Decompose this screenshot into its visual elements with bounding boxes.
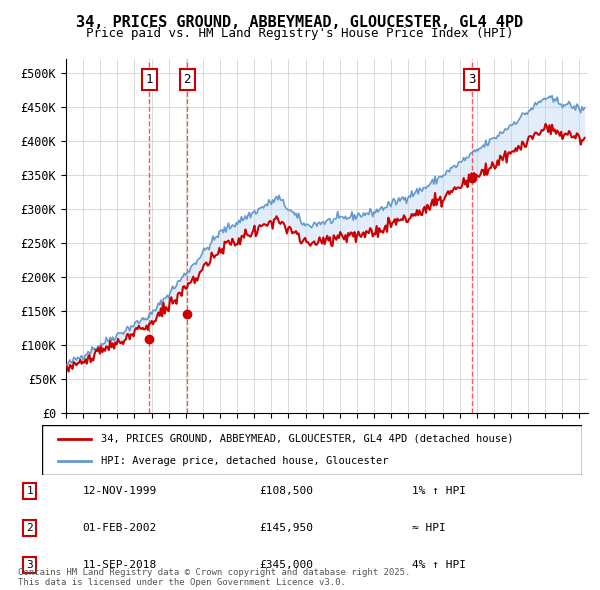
- Text: 2: 2: [184, 73, 191, 86]
- Text: ≈ HPI: ≈ HPI: [412, 523, 446, 533]
- FancyBboxPatch shape: [42, 425, 582, 475]
- Text: 12-NOV-1999: 12-NOV-1999: [83, 486, 157, 496]
- Text: 2: 2: [26, 523, 33, 533]
- Text: Contains HM Land Registry data © Crown copyright and database right 2025.
This d: Contains HM Land Registry data © Crown c…: [18, 568, 410, 587]
- Text: 34, PRICES GROUND, ABBEYMEAD, GLOUCESTER, GL4 4PD: 34, PRICES GROUND, ABBEYMEAD, GLOUCESTER…: [76, 15, 524, 30]
- Text: £145,950: £145,950: [259, 523, 313, 533]
- Text: HPI: Average price, detached house, Gloucester: HPI: Average price, detached house, Glou…: [101, 456, 389, 466]
- Text: 3: 3: [468, 73, 475, 86]
- Text: 1: 1: [26, 486, 33, 496]
- Text: 3: 3: [26, 560, 33, 570]
- Text: 1: 1: [146, 73, 153, 86]
- Text: 34, PRICES GROUND, ABBEYMEAD, GLOUCESTER, GL4 4PD (detached house): 34, PRICES GROUND, ABBEYMEAD, GLOUCESTER…: [101, 434, 514, 444]
- Text: £345,000: £345,000: [259, 560, 313, 570]
- Text: 1% ↑ HPI: 1% ↑ HPI: [412, 486, 466, 496]
- Text: £108,500: £108,500: [259, 486, 313, 496]
- Text: Price paid vs. HM Land Registry's House Price Index (HPI): Price paid vs. HM Land Registry's House …: [86, 27, 514, 40]
- Text: 11-SEP-2018: 11-SEP-2018: [83, 560, 157, 570]
- Text: 4% ↑ HPI: 4% ↑ HPI: [412, 560, 466, 570]
- Text: 01-FEB-2002: 01-FEB-2002: [83, 523, 157, 533]
